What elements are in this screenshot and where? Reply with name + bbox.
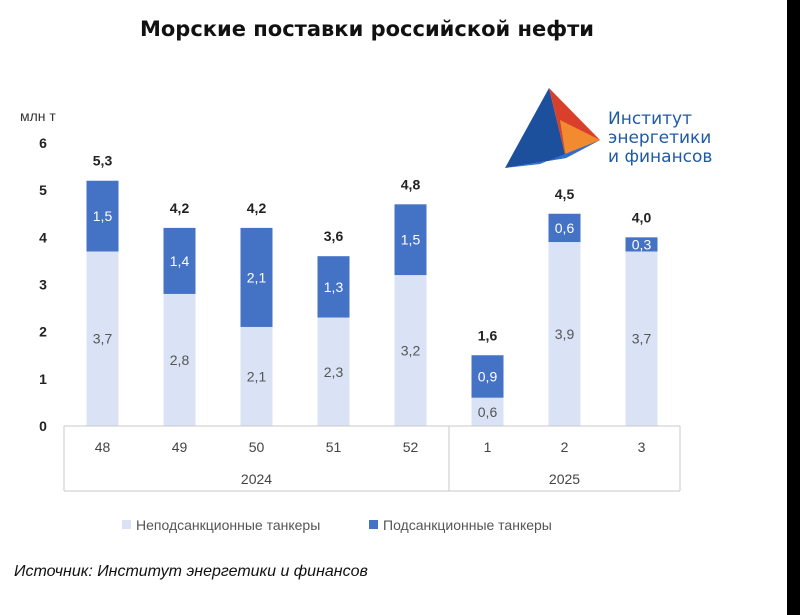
data-label: 3,2: [401, 343, 421, 359]
frame-edge: [787, 0, 800, 615]
total-label: 4,5: [555, 186, 575, 202]
bar-segment: [240, 227, 273, 327]
logo-line: энергетики: [608, 128, 712, 148]
data-label: 3,7: [632, 331, 652, 347]
y-tick-label: 1: [39, 371, 47, 387]
bar-segment: [86, 251, 119, 426]
x-tick-label: 52: [403, 439, 419, 455]
bar-segment: [548, 213, 581, 243]
total-label: 4,8: [401, 176, 421, 192]
data-label: 2,8: [170, 352, 190, 368]
bar-segment: [163, 293, 196, 426]
bar-segment: [471, 397, 504, 426]
data-label: 1,5: [93, 208, 113, 224]
bar-segment: [625, 237, 658, 252]
y-axis-label: млн т: [20, 108, 56, 124]
data-label: 0,9: [478, 368, 498, 384]
data-label: 1,5: [401, 232, 421, 248]
x-tick-label: 3: [638, 439, 646, 455]
legend-swatch: [122, 520, 131, 529]
data-label: 1,4: [170, 253, 190, 269]
x-tick-label: 49: [172, 439, 188, 455]
x-tick-label: 1: [484, 439, 492, 455]
x-tick-label: 2: [561, 439, 569, 455]
bar-segment: [471, 355, 504, 398]
logo-line: Институт: [608, 109, 692, 129]
total-label: 4,2: [170, 200, 190, 216]
legend: Неподсанкционные танкеры Подсанкционные т…: [122, 517, 552, 533]
data-label: 0,3: [632, 236, 652, 252]
legend-label: Подсанкционные танкеры: [383, 517, 552, 533]
x-axis: 2024 2025 48 49 50 51 52 1 2 3: [63, 425, 681, 492]
bar-segment: [163, 227, 196, 294]
bar-segment: [240, 326, 273, 426]
data-label: 3,9: [555, 326, 575, 342]
total-label: 4,0: [632, 209, 652, 225]
bars: 3,7 1,5 5,3 2,8 1,4 4,2 2,1 2,1 4,2 2,3 1,3 3,6 3,2 1…: [86, 153, 658, 426]
legend-label: Неподсанкционные танкеры: [136, 517, 320, 533]
y-tick-label: 6: [39, 135, 47, 151]
bar-segment: [625, 251, 658, 426]
data-label: 0,6: [478, 404, 498, 420]
legend-swatch: [369, 520, 378, 529]
data-label: 2,3: [324, 364, 344, 380]
bar-segment: [394, 275, 427, 426]
source-note: Источник: Институт энергетики и финансов: [14, 563, 368, 580]
chart-title: Морские поставки российской нефти: [140, 17, 594, 41]
total-label: 1,6: [478, 327, 498, 343]
bar-segment: [317, 317, 350, 426]
data-label: 0,6: [555, 220, 575, 236]
x-tick-label: 51: [326, 439, 342, 455]
y-axis-ticks: 0 1 2 3 4 5 6: [39, 135, 47, 434]
y-tick-label: 3: [39, 277, 47, 293]
total-label: 3,6: [324, 228, 344, 244]
total-label: 5,3: [93, 153, 113, 169]
data-label: 1,3: [324, 279, 344, 295]
logo-line: и финансов: [608, 147, 713, 167]
y-tick-label: 2: [39, 324, 47, 340]
y-tick-label: 5: [39, 182, 47, 198]
bar-segment: [86, 180, 119, 252]
x-group-label: 2025: [549, 471, 580, 487]
y-tick-label: 0: [39, 418, 47, 434]
bar-segment: [317, 256, 350, 318]
logo-text: Институт энергетики и финансов: [608, 110, 712, 167]
bar-segment: [548, 242, 581, 426]
bar-segment: [394, 204, 427, 276]
data-label: 2,1: [247, 269, 267, 285]
x-tick-label: 48: [95, 439, 111, 455]
y-tick-label: 4: [39, 229, 47, 245]
data-label: 3,7: [93, 331, 113, 347]
data-label: 2,1: [247, 368, 267, 384]
total-label: 4,2: [247, 200, 267, 216]
x-tick-label: 50: [249, 439, 265, 455]
logo-emblem: [505, 88, 600, 168]
x-group-label: 2024: [241, 471, 272, 487]
